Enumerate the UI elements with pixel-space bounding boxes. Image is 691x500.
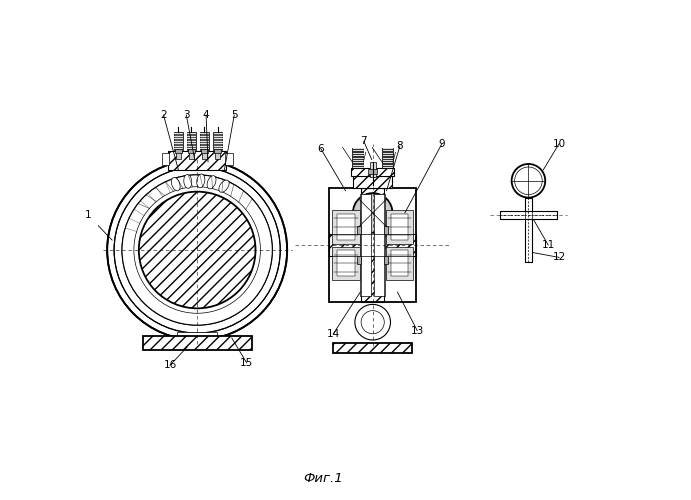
Bar — [332, 246, 359, 280]
Ellipse shape — [184, 174, 192, 188]
Bar — [390, 214, 408, 240]
Bar — [357, 226, 361, 234]
Bar — [386, 210, 413, 244]
Text: 11: 11 — [542, 240, 555, 250]
Bar — [337, 250, 354, 276]
Text: 14: 14 — [327, 329, 340, 339]
Ellipse shape — [134, 186, 261, 314]
Bar — [352, 148, 363, 169]
Text: 12: 12 — [553, 252, 566, 262]
Text: 7: 7 — [361, 136, 367, 146]
Bar — [386, 246, 413, 280]
Bar — [200, 132, 209, 150]
Text: 2: 2 — [160, 110, 167, 120]
Text: 13: 13 — [410, 326, 424, 336]
Bar — [216, 150, 220, 159]
Ellipse shape — [139, 192, 256, 308]
Bar — [225, 153, 233, 165]
Bar — [176, 150, 181, 159]
Text: 4: 4 — [202, 110, 209, 120]
Bar — [337, 214, 354, 240]
Ellipse shape — [197, 174, 205, 188]
Ellipse shape — [171, 178, 180, 191]
Bar — [357, 256, 361, 264]
Bar — [500, 212, 557, 220]
Bar — [382, 148, 393, 169]
Bar — [330, 234, 416, 256]
Bar — [174, 132, 183, 150]
Bar — [143, 336, 252, 350]
Bar — [353, 176, 392, 188]
Text: 16: 16 — [163, 360, 177, 370]
Text: 1: 1 — [85, 210, 92, 220]
Bar — [214, 132, 223, 150]
Bar — [361, 188, 384, 234]
Bar — [162, 153, 169, 165]
Circle shape — [353, 193, 392, 232]
Bar — [330, 188, 416, 302]
Bar — [384, 256, 388, 264]
Text: 5: 5 — [231, 110, 238, 120]
Bar — [525, 198, 532, 262]
Bar — [351, 168, 395, 176]
Bar — [187, 132, 196, 150]
Bar — [188, 149, 195, 153]
Bar — [384, 226, 388, 234]
Bar — [333, 343, 413, 353]
Bar — [200, 149, 208, 153]
Text: Фиг.1: Фиг.1 — [303, 472, 343, 485]
Text: 8: 8 — [397, 141, 404, 151]
Ellipse shape — [122, 175, 272, 325]
Bar — [368, 170, 377, 174]
Bar — [189, 150, 193, 159]
Ellipse shape — [207, 176, 216, 189]
Ellipse shape — [139, 192, 256, 308]
Bar — [202, 150, 207, 159]
Bar — [390, 250, 408, 276]
Bar — [361, 234, 384, 256]
Text: 15: 15 — [240, 358, 253, 368]
Bar — [361, 188, 384, 302]
Bar — [375, 194, 385, 296]
Text: 10: 10 — [553, 138, 566, 148]
Bar — [177, 332, 218, 336]
Bar — [384, 234, 416, 256]
Bar — [169, 151, 226, 170]
Bar — [370, 162, 376, 178]
Bar — [175, 149, 182, 153]
Text: 6: 6 — [317, 144, 324, 154]
Circle shape — [355, 304, 390, 340]
Text: 3: 3 — [183, 110, 189, 120]
Bar — [332, 210, 359, 244]
Bar — [360, 194, 371, 296]
Text: 9: 9 — [439, 138, 445, 148]
Bar — [361, 256, 384, 302]
Ellipse shape — [219, 180, 229, 192]
Bar — [214, 149, 222, 153]
Bar — [330, 234, 361, 256]
